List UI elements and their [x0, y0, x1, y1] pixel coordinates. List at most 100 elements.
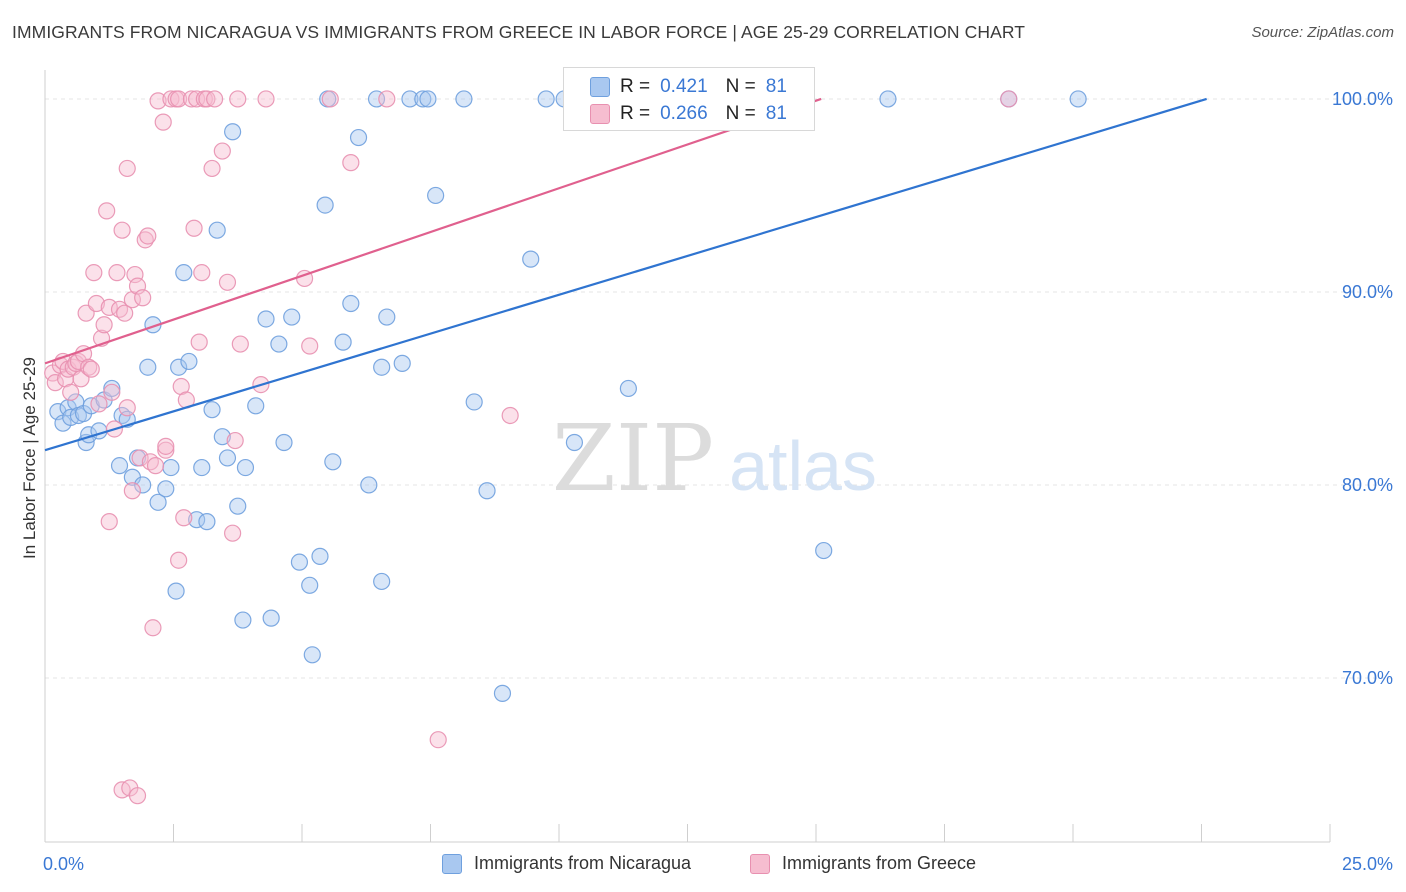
- legend-swatch-greece: [750, 853, 770, 874]
- point-greece: [128, 787, 147, 805]
- stats-n-value: 81: [765, 76, 787, 97]
- point-greece: [62, 383, 80, 401]
- point-nicaragua: [180, 352, 198, 371]
- point-greece: [226, 431, 244, 450]
- point-greece: [98, 202, 116, 220]
- stats-row-nicaragua: R = 0.421 N = 81: [590, 75, 787, 99]
- point-greece: [213, 142, 231, 160]
- scatter-points: [44, 90, 1087, 805]
- point-nicaragua: [290, 553, 309, 571]
- point-nicaragua: [401, 90, 419, 108]
- point-nicaragua: [565, 433, 584, 452]
- point-greece: [231, 335, 249, 353]
- legend-item-greece[interactable]: Immigrants from Greece: [750, 853, 976, 874]
- trend-line-greece: [44, 97, 822, 365]
- stats-swatch-nicaragua: [590, 77, 610, 97]
- point-greece: [113, 221, 131, 239]
- point-nicaragua: [373, 358, 391, 376]
- point-nicaragua: [157, 480, 175, 498]
- legend-label-greece: Immigrants from Greece: [782, 853, 977, 873]
- chart-title: IMMIGRANTS FROM NICARAGUA VS IMMIGRANTS …: [12, 22, 1026, 42]
- stats-r-value: 0.421: [660, 76, 708, 97]
- watermark: ZIP atlas: [552, 405, 877, 512]
- point-greece: [157, 437, 175, 455]
- point-nicaragua: [134, 476, 152, 494]
- point-nicaragua: [208, 221, 226, 239]
- source-label: Source: ZipAtlas.com: [1251, 24, 1394, 41]
- point-greece: [100, 298, 118, 316]
- point-greece: [144, 619, 162, 637]
- trend-lines: [44, 97, 1207, 452]
- point-greece: [139, 227, 157, 245]
- stats-box: R = 0.421 N = 81 R = 0.266 N = 81: [563, 67, 815, 131]
- point-nicaragua: [110, 457, 129, 475]
- point-greece: [82, 360, 100, 378]
- point-greece: [95, 316, 113, 334]
- legend-swatch-nicaragua: [442, 853, 462, 874]
- point-nicaragua: [213, 428, 231, 446]
- point-greece: [229, 90, 247, 108]
- point-greece: [170, 90, 188, 108]
- point-nicaragua: [203, 401, 221, 419]
- point-greece: [80, 358, 98, 376]
- point-nicaragua: [149, 493, 167, 511]
- point-greece: [378, 90, 396, 108]
- point-nicaragua: [342, 294, 360, 313]
- point-nicaragua: [275, 433, 293, 452]
- y-tick-label: 80.0%: [1342, 475, 1393, 495]
- point-nicaragua: [522, 250, 540, 268]
- point-greece: [185, 219, 203, 237]
- point-greece: [190, 333, 208, 351]
- stats-swatch-greece: [590, 104, 610, 124]
- point-nicaragua: [393, 354, 411, 372]
- point-greece: [116, 304, 134, 322]
- stats-row-greece: R = 0.266 N = 81: [590, 102, 787, 126]
- point-nicaragua: [218, 449, 237, 467]
- stats-n-label: N =: [725, 76, 756, 97]
- point-greece: [218, 273, 237, 291]
- point-nicaragua: [257, 310, 275, 328]
- point-nicaragua: [427, 186, 445, 205]
- point-nicaragua: [175, 264, 193, 282]
- point-greece: [87, 294, 106, 313]
- point-greece: [321, 90, 339, 108]
- point-nicaragua: [478, 482, 496, 500]
- legend-item-nicaragua[interactable]: Immigrants from Nicaragua: [442, 853, 691, 874]
- point-nicaragua: [419, 90, 437, 108]
- axes: [44, 70, 1331, 843]
- point-nicaragua: [229, 497, 247, 515]
- point-nicaragua: [378, 308, 396, 326]
- point-greece: [206, 90, 224, 108]
- point-nicaragua: [167, 582, 185, 600]
- stats-n-label: N =: [725, 103, 756, 124]
- y-tick-label: 90.0%: [1342, 282, 1393, 302]
- stats-r-label: R =: [620, 103, 651, 124]
- point-nicaragua: [170, 358, 188, 376]
- point-nicaragua: [311, 547, 329, 565]
- stats-n-value: 81: [765, 103, 787, 124]
- point-nicaragua: [537, 90, 555, 108]
- point-greece: [429, 731, 447, 749]
- point-nicaragua: [815, 541, 833, 560]
- point-nicaragua: [619, 379, 637, 398]
- point-greece: [103, 383, 121, 401]
- x-tick-label-min: 0.0%: [43, 854, 84, 874]
- stats-r-label: R =: [620, 76, 651, 97]
- point-nicaragua: [236, 458, 255, 477]
- point-nicaragua: [262, 609, 280, 627]
- point-greece: [257, 90, 275, 108]
- point-nicaragua: [193, 458, 211, 477]
- point-nicaragua: [373, 572, 391, 591]
- point-nicaragua: [270, 335, 288, 353]
- point-greece: [46, 374, 64, 392]
- point-greece: [131, 449, 149, 467]
- point-nicaragua: [324, 453, 342, 471]
- point-greece: [118, 159, 136, 178]
- point-greece: [170, 551, 188, 569]
- point-nicaragua: [879, 90, 897, 108]
- watermark-atlas: atlas: [729, 427, 877, 505]
- point-nicaragua: [139, 358, 157, 376]
- point-nicaragua: [198, 513, 216, 531]
- point-greece: [85, 264, 103, 282]
- point-greece: [157, 441, 175, 459]
